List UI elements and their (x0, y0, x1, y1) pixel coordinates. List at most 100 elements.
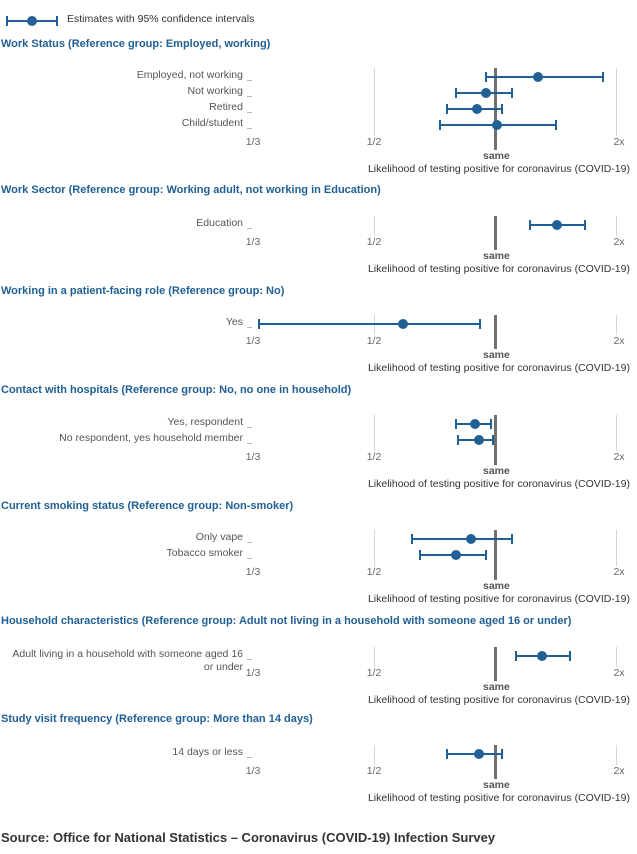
tick-label: 1/3 (245, 451, 261, 463)
ci-upper-cap (500, 749, 503, 759)
row-label: Child/student (181, 117, 243, 129)
y-axis-tick (247, 327, 252, 328)
estimate-point (451, 550, 462, 560)
reference-line-same (494, 530, 497, 580)
estimate-point (533, 72, 544, 82)
tick-label: 2x (613, 667, 625, 679)
tick-label: 1/3 (245, 136, 261, 148)
source-note: Source: Office for National Statistics –… (1, 830, 496, 845)
estimate-point (469, 419, 480, 429)
tick-label: 1/3 (245, 765, 261, 777)
ci-lower-cap (257, 319, 260, 329)
reference-line-same (494, 745, 497, 779)
row-label: Only vape (195, 531, 243, 543)
gridline (616, 415, 617, 451)
ci-lower-cap (418, 550, 421, 560)
panel-title: Work Status (Reference group: Employed, … (1, 38, 271, 50)
estimate-point (465, 534, 476, 544)
ci-upper-cap (490, 419, 493, 429)
y-axis-tick (247, 542, 252, 543)
tick-label: 1/2 (366, 335, 382, 347)
tick-label: 2x (613, 451, 625, 463)
gridline (616, 315, 617, 335)
axis-title: Likelihood of testing positive for coron… (367, 792, 630, 804)
gridline (374, 68, 375, 136)
tick-label: 1/2 (366, 236, 382, 248)
axis-title: Likelihood of testing positive for coron… (367, 593, 630, 605)
estimate-point (552, 220, 563, 230)
tick-label: 2x (613, 566, 625, 578)
tick-label: 1/2 (366, 136, 382, 148)
panel-title: Study visit frequency (Reference group: … (1, 713, 313, 725)
row-label: Not working (187, 85, 243, 97)
y-axis-tick (247, 96, 252, 97)
tick-label-same: same (483, 681, 510, 693)
confidence-interval (411, 538, 512, 540)
y-axis-tick (247, 558, 252, 559)
tick-label: 2x (613, 236, 625, 248)
tick-label: 1/2 (366, 451, 382, 463)
confidence-interval (486, 76, 604, 78)
ci-lower-cap (446, 749, 449, 759)
tick-label: 1/3 (245, 236, 261, 248)
tick-label: 1/3 (245, 566, 261, 578)
row-label: No respondent, yes household member (59, 432, 243, 444)
y-axis-tick (247, 757, 252, 758)
ci-lower-cap (528, 220, 531, 230)
axis-title: Likelihood of testing positive for coron… (367, 694, 630, 706)
tick-label-same: same (483, 150, 510, 162)
ci-upper-cap (510, 88, 513, 98)
y-axis-tick (247, 659, 252, 660)
axis-title: Likelihood of testing positive for coron… (367, 263, 630, 275)
estimate-point (473, 435, 484, 445)
tick-label: 2x (613, 765, 625, 777)
y-axis-tick (247, 427, 252, 428)
ci-upper-cap (479, 319, 482, 329)
y-axis-tick (247, 443, 252, 444)
ci-lower-cap (455, 419, 458, 429)
panel-title: Work Sector (Reference group: Working ad… (1, 184, 381, 196)
gridline (374, 530, 375, 566)
row-label: Retired (209, 101, 243, 113)
estimate-point (491, 120, 502, 130)
panel-title: Working in a patient-facing role (Refere… (1, 285, 285, 297)
ci-upper-cap (583, 220, 586, 230)
gridline (616, 530, 617, 566)
estimate-point (537, 651, 548, 661)
reference-line-same (494, 315, 497, 349)
reference-line-same (494, 647, 497, 681)
gridline (374, 216, 375, 236)
gridline (616, 68, 617, 136)
tick-label: 2x (613, 335, 625, 347)
tick-label: 2x (613, 136, 625, 148)
gridline (616, 216, 617, 236)
ci-lower-cap (455, 88, 458, 98)
reference-line-same (494, 415, 497, 465)
row-label: Tobacco smoker (166, 547, 243, 559)
row-label: 14 days or less (172, 746, 243, 758)
tick-label: 1/3 (245, 335, 261, 347)
row-label: Adult living in a household with someone… (12, 648, 243, 673)
tick-label-same: same (483, 580, 510, 592)
row-label: Employed, not working (136, 69, 243, 81)
ci-upper-cap (510, 534, 513, 544)
y-axis-tick (247, 228, 252, 229)
tick-label-same: same (483, 349, 510, 361)
ci-lower-cap (515, 651, 518, 661)
axis-title: Likelihood of testing positive for coron… (367, 478, 630, 490)
axis-title: Likelihood of testing positive for coron… (367, 362, 630, 374)
ci-upper-cap (555, 120, 558, 130)
tick-label: 1/2 (366, 566, 382, 578)
ci-upper-cap (500, 104, 503, 114)
gridline (374, 745, 375, 765)
gridline (616, 647, 617, 667)
row-label: Education (196, 217, 243, 229)
gridline (616, 745, 617, 765)
ci-upper-cap (569, 651, 572, 661)
tick-label-same: same (483, 250, 510, 262)
ci-lower-cap (410, 534, 413, 544)
y-axis-tick (247, 112, 252, 113)
gridline (374, 415, 375, 451)
tick-label: 1/2 (366, 667, 382, 679)
